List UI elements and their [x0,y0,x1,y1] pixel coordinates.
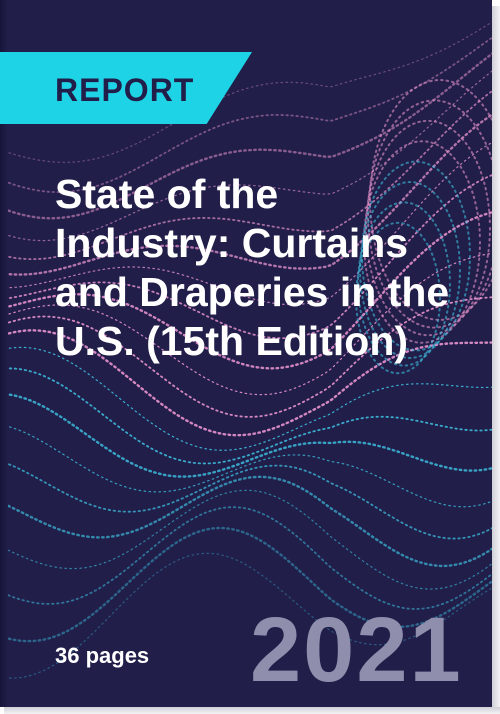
wave-line [0,526,492,643]
wave-loop [362,140,481,344]
publication-year: 2021 [250,599,463,701]
cover-spine [0,0,8,707]
wave-line [0,252,492,396]
page-count: 36 pages [55,643,150,668]
cover-shadow-bottom [4,707,500,714]
wave-line [0,211,492,370]
wave-loop [356,201,451,367]
wave-line [0,329,492,437]
wave-line [0,141,492,306]
wave-loop [360,160,471,352]
wave-line [0,489,492,590]
wave-line [0,367,492,465]
wave-line [0,459,492,540]
report-badge [0,52,252,124]
wave-line [0,506,492,610]
wave-loop [358,180,461,360]
cover-shadow-right [492,6,500,714]
wave-line [0,113,492,276]
wave-line [0,52,492,220]
wave-pattern [0,21,492,679]
wave-line [0,70,492,242]
wave-line [0,174,492,340]
report-badge-label: REPORT [55,72,195,108]
report-title: State of the Industry: Curtains and Drap… [55,171,450,364]
wave-line [0,21,492,163]
wave-line [0,423,492,508]
wave-line [0,90,492,261]
wave-line [0,552,492,679]
report-cover: REPORT State of the Industry: Curtains a… [0,0,492,707]
wave-loop [354,221,441,375]
wave-line [0,296,492,418]
wave-line [0,475,492,568]
wave-line [0,346,492,451]
